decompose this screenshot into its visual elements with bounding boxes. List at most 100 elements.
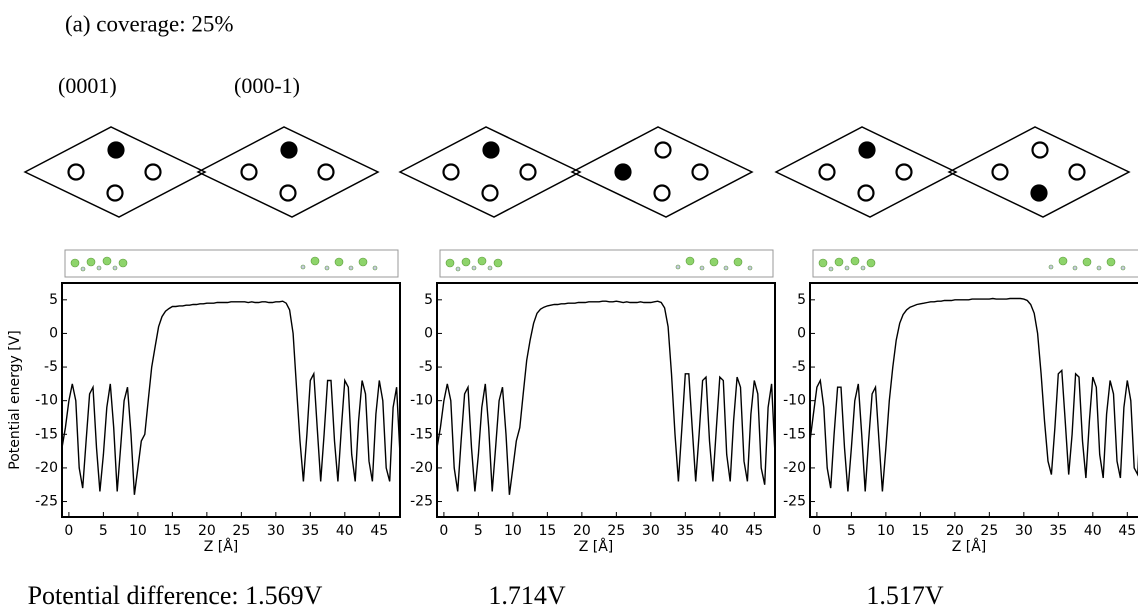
atom — [349, 266, 353, 270]
atom — [462, 258, 470, 266]
y-tick-label: -15 — [35, 426, 58, 442]
rhombus — [198, 127, 378, 217]
y-tick-label: -5 — [792, 359, 806, 375]
atom — [710, 258, 718, 266]
atom — [456, 267, 460, 271]
site — [820, 165, 835, 180]
y-tick-label: 5 — [797, 292, 806, 308]
x-tick-label: 15 — [911, 523, 929, 539]
x-tick-label: 30 — [1015, 523, 1033, 539]
x-tick-label: 10 — [129, 523, 147, 539]
x-tick-label: 20 — [946, 523, 964, 539]
y-tick-label: -25 — [410, 494, 433, 510]
y-tick-label: -5 — [419, 359, 433, 375]
atom — [488, 266, 492, 270]
x-tick-label: 5 — [474, 523, 483, 539]
atom — [734, 258, 742, 266]
x-tick-label: 45 — [745, 523, 763, 539]
site — [319, 165, 334, 180]
y-tick-label: -25 — [35, 494, 58, 510]
y-tick-label: 5 — [424, 292, 433, 308]
x-tick-label: 25 — [980, 523, 998, 539]
y-tick-label: 0 — [49, 325, 58, 341]
x-axis-label: Z [Å] — [579, 538, 614, 555]
x-tick-label: 30 — [642, 523, 660, 539]
rhombus — [25, 127, 205, 217]
y-tick-label: -20 — [783, 460, 806, 476]
atom — [1121, 266, 1125, 270]
atom — [335, 258, 343, 266]
chart-panel: 50-5-10-15-20-25051015202530354045Z [Å]1… — [410, 250, 775, 610]
site — [281, 186, 296, 201]
x-tick-label: 30 — [267, 523, 285, 539]
y-tick-label: 0 — [424, 325, 433, 341]
figure-title: (a) coverage: 25% — [65, 11, 234, 36]
x-tick-label: 0 — [64, 523, 73, 539]
x-tick-label: 25 — [607, 523, 625, 539]
atom — [867, 259, 875, 267]
y-tick-label: -15 — [783, 426, 806, 442]
atom — [819, 259, 827, 267]
x-tick-label: 15 — [538, 523, 556, 539]
y-tick-label: -20 — [35, 460, 58, 476]
x-tick-label: 40 — [711, 523, 729, 539]
site — [616, 165, 631, 180]
site — [146, 165, 161, 180]
potential-difference: 1.714V — [488, 581, 566, 610]
y-tick-label: 5 — [49, 292, 58, 308]
structure-strip — [65, 250, 398, 277]
potential-difference: Potential difference: 1.569V — [28, 581, 323, 610]
face-label: (000-1) — [234, 73, 300, 98]
atom — [1059, 257, 1067, 265]
x-tick-label: 25 — [232, 523, 250, 539]
x-tick-label: 35 — [676, 523, 694, 539]
x-tick-label: 40 — [1084, 523, 1102, 539]
atom — [97, 266, 101, 270]
x-axis-label: Z [Å] — [204, 538, 239, 555]
x-tick-label: 35 — [1049, 523, 1067, 539]
y-tick-label: -15 — [410, 426, 433, 442]
atom — [478, 257, 486, 265]
atom — [1107, 258, 1115, 266]
x-tick-label: 35 — [301, 523, 319, 539]
atom — [359, 258, 367, 266]
atom — [494, 259, 502, 267]
atom — [686, 257, 694, 265]
x-axis-label: Z [Å] — [952, 538, 987, 555]
atom — [325, 266, 329, 270]
site — [108, 186, 123, 201]
x-tick-label: 0 — [439, 523, 448, 539]
atom — [373, 266, 377, 270]
x-tick-label: 20 — [573, 523, 591, 539]
y-tick-label: 0 — [797, 325, 806, 341]
y-tick-label: -20 — [410, 460, 433, 476]
atom — [676, 265, 680, 269]
y-axis-label: Potential energy [V] — [7, 330, 23, 470]
atom — [829, 267, 833, 271]
site — [1070, 165, 1085, 180]
atom — [119, 259, 127, 267]
site — [655, 186, 670, 201]
site — [444, 165, 459, 180]
site — [860, 143, 875, 158]
atom — [748, 266, 752, 270]
atom — [472, 266, 476, 270]
y-tick-label: -10 — [410, 393, 433, 409]
y-tick-label: -25 — [783, 494, 806, 510]
y-tick-label: -10 — [35, 393, 58, 409]
atom — [851, 257, 859, 265]
x-tick-label: 10 — [877, 523, 895, 539]
site — [109, 143, 124, 158]
face-label: (0001) — [58, 73, 117, 98]
rhombus — [572, 127, 752, 217]
atom — [1083, 258, 1091, 266]
atom — [1097, 266, 1101, 270]
x-tick-label: 5 — [847, 523, 856, 539]
rhombus — [400, 127, 580, 217]
atom — [1049, 265, 1053, 269]
potential-difference: 1.517V — [866, 581, 944, 610]
potential-line — [810, 299, 1138, 492]
x-tick-label: 45 — [1118, 523, 1136, 539]
potential-line — [437, 301, 775, 495]
potential-line — [62, 301, 400, 495]
